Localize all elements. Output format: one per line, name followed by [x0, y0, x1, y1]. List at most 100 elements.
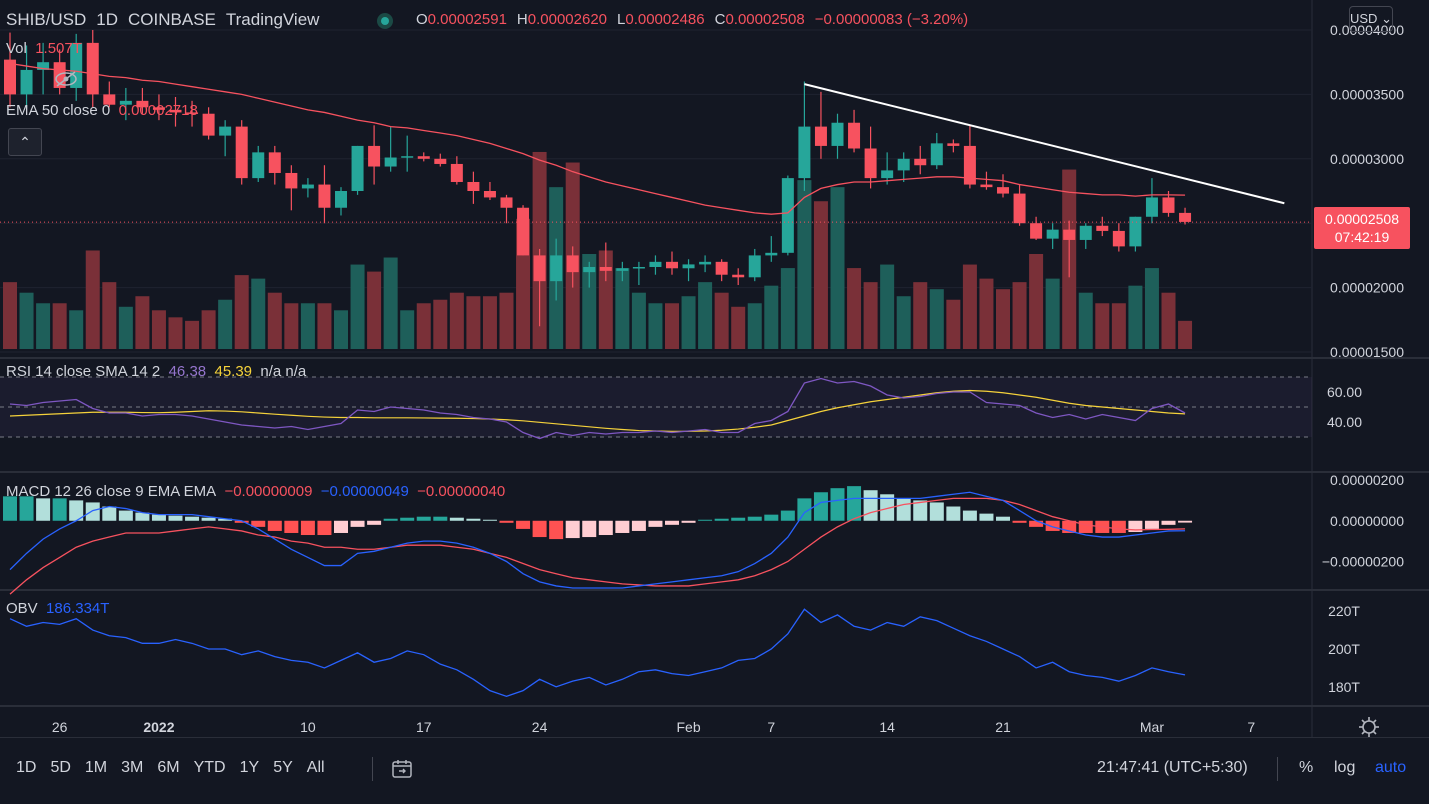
visibility-hidden-icon[interactable] [54, 70, 78, 88]
volume-bar [350, 264, 365, 349]
volume-bar [52, 303, 67, 349]
volume-bar [1012, 282, 1027, 349]
timezone-clock[interactable]: 21:47:41 (UTC+5:30) [1097, 759, 1248, 776]
chart-canvas[interactable]: 0.000040000.000035000.000030000.00002500… [0, 0, 1429, 737]
macd-histogram-bar [996, 516, 1010, 521]
macd-histogram-bar [466, 518, 481, 521]
volume-bar [499, 292, 514, 349]
volume-bar [267, 292, 282, 349]
macd-histogram-bar [516, 520, 531, 529]
currency-button[interactable]: USD ⌄ [1349, 6, 1393, 32]
candle-body [666, 261, 678, 269]
candle-body [1079, 225, 1092, 240]
range-1d[interactable]: 1D [16, 759, 37, 776]
candle-body [632, 266, 645, 269]
ema-legend[interactable]: EMA 50 close 0 0.00002718 [6, 102, 198, 119]
obv-legend[interactable]: OBV 186.334T [6, 600, 109, 617]
toolbar-divider [372, 757, 373, 781]
symbol-name[interactable]: SHIB/USD [6, 10, 87, 29]
volume-bar [681, 296, 696, 349]
auto-scale-button[interactable]: auto [1375, 759, 1407, 776]
macd-histogram-bar [731, 517, 746, 521]
volume-bar [482, 296, 497, 349]
ohlc-readout: O0.00002591 H0.00002620 L0.00002486 C0.0000… [416, 11, 978, 28]
vol-legend[interactable]: Vol 1.507T [6, 40, 82, 57]
toolbar-divider-2 [1277, 757, 1278, 781]
volume-bar [1029, 254, 1044, 349]
obv-tick-label: 220T [1328, 603, 1360, 619]
time-tick-label: Feb [676, 719, 700, 735]
time-tick-label: Mar [1140, 719, 1164, 735]
candle-body [831, 122, 844, 146]
macd-histogram-bar [962, 510, 977, 521]
close-value: 0.00002508 [725, 11, 805, 28]
candle-body [963, 145, 976, 185]
interval-label[interactable]: 1D [96, 10, 119, 29]
volume-bar [648, 303, 663, 349]
volume-bar [1111, 303, 1126, 349]
time-tick-label: 7 [767, 719, 775, 735]
range-5d[interactable]: 5D [50, 759, 71, 776]
chevron-down-icon: ⌄ [1381, 11, 1392, 26]
gear-icon[interactable] [1358, 716, 1380, 738]
macd-histogram-bar [1111, 520, 1126, 533]
range-5y[interactable]: 5Y [273, 759, 293, 776]
macd-histogram-bar [267, 520, 282, 531]
range-6m[interactable]: 6M [157, 759, 180, 776]
macd-histogram-bar [681, 520, 696, 523]
volume-bar [102, 282, 117, 349]
volume-bar [813, 201, 828, 349]
macd-histogram-bar [3, 496, 17, 521]
macd-histogram-bar [1144, 520, 1159, 529]
macd-histogram-bar [433, 516, 448, 521]
low-label: L [617, 11, 626, 28]
candle-body [401, 156, 414, 158]
macd-histogram-bar [118, 510, 133, 521]
volume-bar [582, 254, 597, 349]
volume-bar [797, 180, 812, 349]
candle-body [335, 191, 347, 208]
exchange-label: COINBASE [128, 10, 216, 29]
candle-body [798, 126, 811, 179]
range-ytd[interactable]: YTD [193, 759, 226, 776]
market-status-icon [377, 13, 393, 29]
volume-bar [896, 296, 911, 349]
open-value: 0.00002591 [427, 11, 507, 28]
bar-countdown: 07:42:19 [1334, 229, 1390, 245]
volume-bar [615, 268, 630, 349]
go-to-date-icon[interactable] [390, 757, 414, 781]
log-scale-button[interactable]: log [1334, 759, 1356, 776]
percent-scale-button[interactable]: % [1299, 759, 1314, 776]
macd-histogram-bar [896, 498, 911, 521]
rsi-pane [0, 376, 1312, 440]
range-all[interactable]: All [306, 759, 325, 776]
macd-histogram-bar [449, 517, 464, 521]
collapse-legend-button[interactable]: ⌃ [8, 128, 42, 156]
macd-histogram-bar [1029, 520, 1044, 527]
range-3m[interactable]: 3M [121, 759, 144, 776]
range-1y[interactable]: 1Y [239, 759, 260, 776]
resistance-trendline [804, 83, 1285, 205]
volume-bar [1045, 278, 1060, 349]
obv-label: OBV [6, 600, 38, 617]
volume-bar [19, 292, 34, 349]
rsi-legend[interactable]: RSI 14 close SMA 14 2 46.38 45.39 n/a n/… [6, 363, 306, 380]
macd-histogram-bar [830, 488, 845, 521]
volume-bar [747, 303, 762, 349]
range-1m[interactable]: 1M [84, 759, 108, 776]
high-value: 0.00002620 [527, 11, 608, 28]
candle-body [1046, 229, 1059, 239]
time-tick-label: 24 [532, 719, 548, 735]
rsi-na-value: n/a n/a [260, 363, 307, 380]
candle-body [37, 62, 50, 70]
macd-legend[interactable]: MACD 12 26 close 9 EMA EMA −0.00000009 −… [6, 483, 505, 500]
candle-body [4, 59, 16, 95]
chevron-up-icon: ⌃ [19, 134, 31, 150]
candle-body [1162, 197, 1175, 213]
volume-bar [400, 310, 415, 349]
candle-body [1112, 230, 1125, 247]
volume-bar [1178, 320, 1193, 349]
candle-body [997, 187, 1009, 194]
macd-histogram-bar [334, 520, 348, 533]
candles [4, 30, 1192, 327]
